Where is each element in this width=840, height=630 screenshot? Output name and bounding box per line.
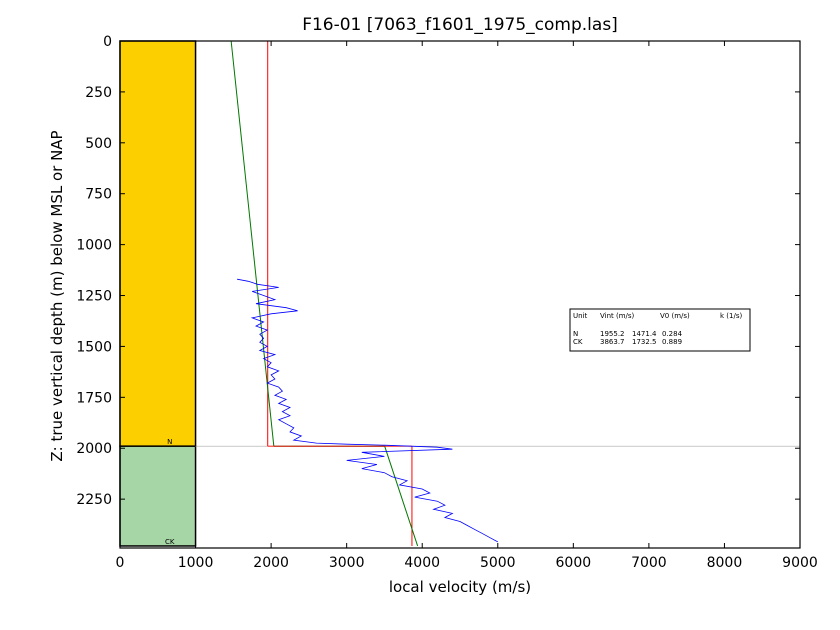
legend-row-cell: 0.284 [662, 330, 683, 338]
x-tick-label: 0 [116, 555, 125, 571]
y-tick-label: 250 [85, 85, 112, 101]
stratigraphic-unit-column: NCK [119, 40, 800, 547]
y-tick-label: 1250 [76, 289, 112, 305]
chart-title: F16-01 [7063_f1601_1975_comp.las] [302, 15, 618, 35]
legend-row-cell: CK [573, 338, 583, 346]
plot-frame [119, 40, 801, 549]
legend-header-cell: Vint (m/s) [600, 312, 635, 320]
y-tick-label: 2000 [76, 441, 112, 457]
legend-header-cell: Unit [573, 312, 588, 320]
x-axis-title: local velocity (m/s) [389, 578, 531, 596]
legend-box: Unit Vint (m/s) V0 (m/s) k (1/s) N 1955.2 1471… [569, 308, 751, 352]
plot-border [119, 40, 801, 549]
x-tick-label: 1000 [178, 555, 214, 571]
y-tick-label: 500 [85, 136, 112, 152]
legend-header-cell: k (1/s) [720, 312, 742, 320]
legend-row-cell: 3863.7 [600, 338, 625, 346]
x-tick-label: 2000 [253, 555, 289, 571]
well-log-layer [237, 278, 498, 543]
legend-row-cell: 1955.2 [600, 330, 625, 338]
legend-row-cell: 1471.4 [632, 330, 657, 338]
unit-label-ck: CK [165, 538, 175, 546]
y-tick-label: 0 [103, 34, 112, 50]
x-tick-label: 5000 [480, 555, 516, 571]
y-tick-label: 1000 [76, 238, 112, 254]
unit-label-n: N [167, 438, 172, 446]
x-tick-label: 4000 [404, 555, 440, 571]
x-tick-label: 6000 [556, 555, 592, 571]
y-tick-label: 1750 [76, 390, 112, 406]
legend-row-cell: 0.889 [662, 338, 682, 346]
axis-ticks: 0 1000 2000 3000 4000 5000 6000 7000 8000 9000 0 25… [76, 34, 817, 571]
x-tick-label: 8000 [707, 555, 743, 571]
y-tick-label: 1500 [76, 339, 112, 355]
model-lines [230, 40, 419, 547]
x-tick-label: 9000 [782, 555, 818, 571]
v0k-line-n [230, 40, 275, 447]
v0k-line-ck [384, 446, 419, 547]
unit-block-n [119, 40, 197, 447]
well-log-line [237, 278, 498, 543]
legend-header-cell: V0 (m/s) [660, 312, 690, 320]
legend-frame [569, 308, 751, 352]
x-tick-label: 3000 [329, 555, 365, 571]
y-tick-label: 750 [85, 187, 112, 203]
unit-block-ck [119, 445, 197, 547]
y-axis-title: Z: true vertical depth (m) below MSL or … [48, 130, 66, 461]
y-tick-label: 2250 [76, 492, 112, 508]
x-tick-label: 7000 [631, 555, 667, 571]
legend-row-cell: 1732.5 [632, 338, 657, 346]
legend-row-cell: N [573, 330, 578, 338]
